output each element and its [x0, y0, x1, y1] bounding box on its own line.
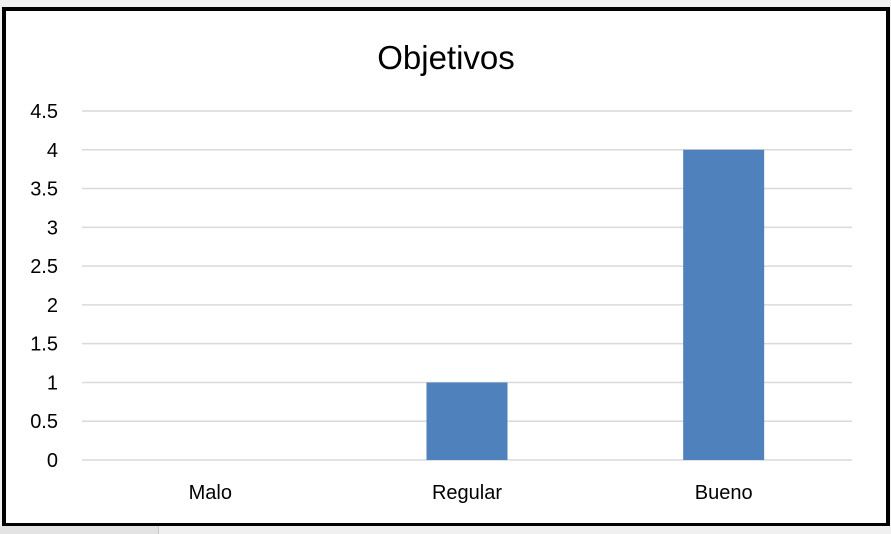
status-segment [0, 526, 159, 534]
bar-regular [426, 382, 508, 460]
y-tick-label: 3.5 [30, 179, 58, 201]
y-tick-label: 1 [47, 372, 58, 394]
x-category-label: Bueno [695, 482, 753, 504]
x-category-label: Malo [189, 482, 232, 504]
y-tick-label: 2 [47, 295, 58, 317]
y-tick-label: 4 [47, 140, 58, 162]
y-tick-label: 0 [47, 450, 58, 472]
bar-bueno [683, 149, 765, 460]
bar-chart-plot: 0 0.5 1 1.5 2 2.5 3 3.5 4 4.5 Malo Regular Bueno [30, 101, 852, 504]
x-category-label: Regular [432, 482, 502, 504]
y-tick-label: 2.5 [30, 256, 58, 278]
y-tick-label: 1.5 [30, 334, 58, 356]
window-bottom-strip [0, 526, 891, 534]
y-tick-label: 4.5 [30, 101, 58, 123]
y-tick-label: 3 [47, 217, 58, 239]
chart-area: Objetivos 0 0.5 1 1.5 2 2.5 3 3.5 4 4.5 Malo Regula… [2, 7, 890, 527]
y-tick-label: 0.5 [30, 411, 58, 433]
chart-title: Objetivos [377, 39, 515, 76]
